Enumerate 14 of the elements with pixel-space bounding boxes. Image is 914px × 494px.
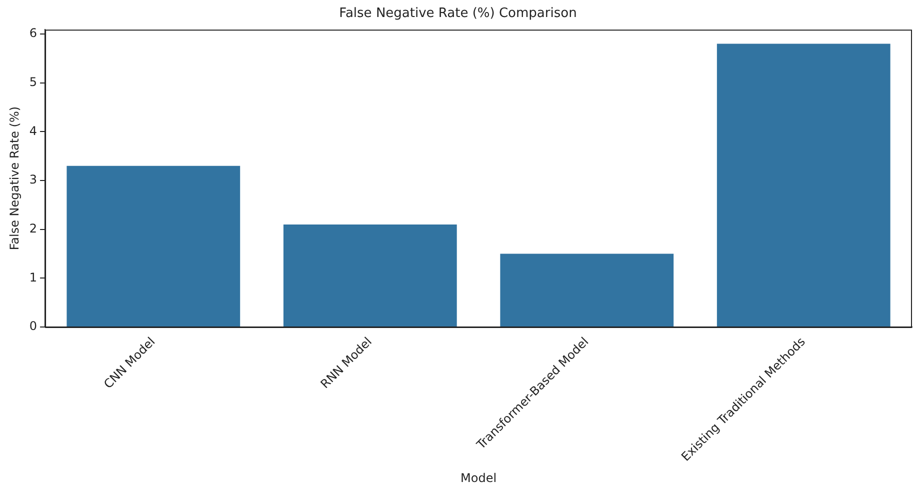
y-tick-label: 6 bbox=[29, 26, 38, 40]
y-tick-label: 4 bbox=[29, 124, 38, 138]
y-tick-label: 5 bbox=[29, 74, 38, 89]
bar bbox=[66, 166, 240, 326]
bar bbox=[716, 44, 890, 326]
y-tick-label: 1 bbox=[29, 270, 38, 284]
y-tick-label: 0 bbox=[29, 319, 38, 334]
chart-title: False Negative Rate (%) Comparison bbox=[339, 6, 577, 22]
x-axis-title: Model bbox=[460, 470, 497, 485]
y-tick-label: 3 bbox=[29, 172, 38, 187]
y-axis-title: False Negative Rate (%) bbox=[7, 106, 22, 250]
bar bbox=[283, 224, 457, 326]
bar bbox=[500, 254, 674, 326]
y-tick-label: 2 bbox=[29, 221, 38, 236]
